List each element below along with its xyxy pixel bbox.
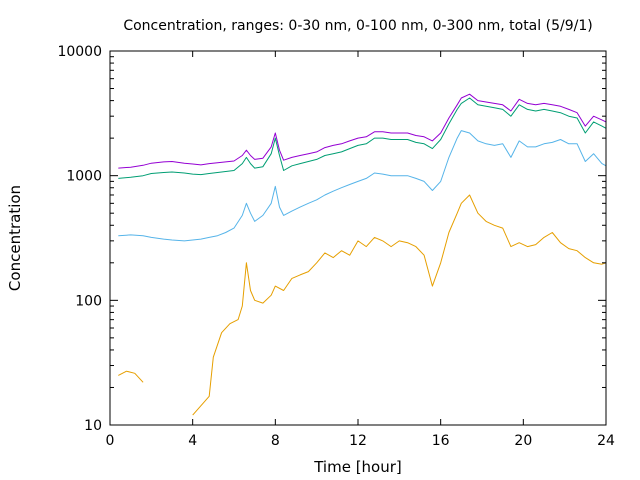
x-tick-label: 0	[106, 433, 115, 449]
x-tick-label: 16	[432, 433, 450, 449]
plot-frame	[109, 50, 607, 426]
x-tick-label: 24	[597, 433, 615, 449]
x-tick-label: 20	[514, 433, 532, 449]
series-0-300nm-line	[118, 97, 607, 179]
x-tick-label: 8	[271, 433, 280, 449]
x-tick-label: 4	[188, 433, 197, 449]
series-0-100nm-line	[118, 130, 607, 242]
series-0-30nm-line	[118, 194, 607, 416]
y-tick-label: 10	[84, 418, 102, 434]
series-total-line	[118, 93, 607, 169]
x-tick-label: 12	[349, 433, 367, 449]
chart-title: Concentration, ranges: 0-30 nm, 0-100 nm…	[123, 18, 592, 34]
y-axis-label: Concentration	[6, 185, 24, 291]
y-tick-label: 10000	[57, 44, 102, 60]
y-tick-label: 1000	[66, 169, 102, 185]
x-axis-label: Time [hour]	[313, 458, 402, 476]
axis-layer: 0 4 8 12 16 20 24 10 100 1000 10000	[57, 44, 615, 449]
series-layer	[118, 93, 607, 416]
y-tick-label: 100	[75, 293, 102, 309]
